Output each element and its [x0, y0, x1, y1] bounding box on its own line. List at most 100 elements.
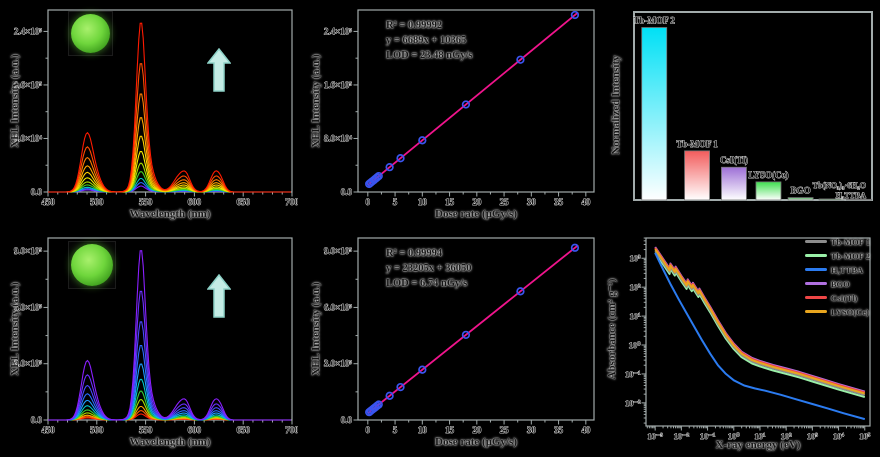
tick-label: 10³ — [629, 253, 641, 263]
attenuation-curve — [654, 252, 866, 421]
tick-label: 30 — [527, 425, 537, 435]
y-axis-label: XEL Intensity (a.u.) — [310, 282, 322, 376]
tick-label: 10⁻² — [625, 398, 641, 408]
sample-photo-inset — [68, 11, 113, 56]
data-point — [570, 243, 580, 252]
data-point — [461, 100, 471, 109]
panel-normalized-intensity-bars: Tb-MOF 2 Tb-MOF 1 CsI(Tl) LYSO(Ce) BGO Tb(NO₃… — [604, 2, 878, 226]
tick-label: 10² — [781, 431, 793, 441]
bar — [755, 181, 782, 201]
legend-label: BGO — [830, 278, 850, 289]
tick-label: 2.4×10⁵ — [14, 26, 42, 36]
sample-photo-inset — [68, 241, 116, 289]
green-luminescence-icon — [70, 13, 111, 54]
fit-r2: R² = 0.99994 — [386, 248, 443, 259]
legend-label: Tb-MOF 1 — [830, 236, 870, 247]
tick-label: 10 — [418, 197, 428, 207]
y-axis-label: Absorbance (cm² g⁻¹) — [606, 278, 618, 380]
tick-label: 10² — [629, 282, 641, 292]
legend-label: Tb-MOF 2 — [830, 250, 870, 261]
bar — [641, 27, 668, 201]
tick-label: 1.6×10⁵ — [324, 80, 352, 90]
tick-label: 0.0 — [31, 187, 43, 197]
legend-item: BGO — [804, 277, 870, 290]
tick-label: 30 — [527, 197, 537, 207]
legend-label: LYSO(Ce) — [830, 306, 869, 317]
tick-label: 10⁰ — [629, 340, 642, 350]
spectrum-curve — [48, 93, 291, 193]
green-luminescence-icon — [70, 243, 114, 287]
legend-item: Tb-MOF 2 — [804, 249, 870, 262]
tick-label: 15 — [445, 425, 455, 435]
tick-label: 500 — [90, 197, 104, 207]
tick-label: 35 — [554, 197, 564, 207]
legend-swatch-icon — [804, 268, 827, 271]
data-point — [516, 55, 525, 64]
spectrum-plot-2: 450 500 550 600 650 700 0.0 3.0×10⁵ 6.0×10⁵ 9.0×1… — [14, 237, 298, 435]
legend-label: CsI(Tl) — [830, 292, 858, 303]
bar — [818, 198, 845, 201]
data-point — [374, 171, 383, 181]
tick-label: 0 — [366, 425, 371, 435]
tick-label: 650 — [236, 197, 250, 207]
tick-label: 500 — [90, 425, 104, 435]
tick-label: 550 — [139, 425, 153, 435]
y-axis-label: XEL Intensity (a.u.) — [9, 54, 21, 148]
tick-label: 1.6×10⁵ — [14, 80, 42, 90]
legend-swatch-icon — [804, 240, 827, 243]
bar-label: H₃TTBA — [836, 191, 867, 200]
plot-frame — [645, 237, 871, 427]
legend-item: H₃TTBA — [804, 263, 870, 276]
spectrum-plot-1: 450 500 550 600 650 700 0.0 8.0×10⁴ 1.6×10⁵ 2.4×1… — [14, 9, 298, 207]
data-point — [374, 400, 383, 409]
tick-label: 15 — [445, 197, 455, 207]
spectrum-curve — [48, 290, 291, 421]
data-point — [516, 287, 525, 296]
data-point — [570, 10, 580, 20]
tick-label: 10⁻³ — [647, 431, 663, 441]
panel-xel-spectra-2: 450 500 550 600 650 700 0.0 3.0×10⁵ 6.0×10⁵ 9.0×1… — [2, 230, 298, 455]
x-axis-label: Wavelength (nm) — [129, 208, 211, 220]
spectrum-curve — [48, 63, 291, 193]
spectrum-curve — [48, 344, 291, 421]
panel-xray-attenuation: 10⁻³ 10⁻² 10⁻¹ 10⁰ 10¹ 10² 10³ 10⁴ 10⁵ 10³ 10² 10¹ 1… — [604, 230, 878, 457]
tick-label: 0.0 — [341, 187, 353, 197]
fit-annotation: R² = 0.99992 y = 6689x + 10365 LOD = 23.… — [386, 18, 473, 63]
dose-response-plot-2: 0 5 10 15 20 25 30 35 40 0.0 3.0×10⁵ 6.0×10⁵ 9.0×10⁵ — [324, 237, 595, 435]
tick-label: 0.0 — [341, 415, 353, 425]
fit-equation: y = 23205x + 36050 — [386, 263, 472, 274]
tick-label: 10⁰ — [728, 431, 741, 441]
tick-label: 9.0×10⁵ — [14, 246, 42, 256]
x-axis-label: Dose rate (μGy/s) — [435, 436, 517, 448]
data-point — [372, 173, 382, 182]
bar-label: Tb(NO₃)₃·6H₂O — [813, 181, 866, 190]
tick-label: 20 — [472, 197, 482, 207]
data-point — [396, 154, 405, 163]
data-point — [396, 382, 405, 392]
x-axis-label: X-ray energy (eV) — [715, 439, 801, 451]
tick-label: 3.0×10⁵ — [324, 359, 352, 369]
tick-label: 25 — [500, 197, 510, 207]
bar-label: LYSO(Ce) — [748, 170, 788, 180]
tick-label: 700 — [285, 197, 298, 207]
legend-swatch-icon — [804, 254, 827, 257]
tick-label: 450 — [41, 197, 55, 207]
tick-label: 600 — [188, 425, 202, 435]
dose-response-plot-1: 0 5 10 15 20 25 30 35 40 0.0 8.0×10⁴ 1.6×10⁵ 2.4×10⁵ — [324, 9, 595, 207]
data-point — [418, 365, 427, 374]
legend-item: CsI(Tl) — [804, 291, 870, 304]
spectrum-curve — [48, 22, 291, 193]
tick-label: 9.0×10⁵ — [324, 246, 352, 256]
bar-chart: Tb-MOF 2 Tb-MOF 1CsI(Tl)LYSO(Ce)BGOTb(NO₃… — [633, 11, 873, 201]
data-point — [418, 136, 427, 145]
tick-label: 6.0×10⁵ — [14, 302, 42, 312]
data-point — [461, 330, 471, 340]
plot-frame — [357, 237, 595, 421]
tick-label: 8.0×10⁴ — [14, 133, 42, 143]
fit-annotation: R² = 0.99994 y = 23205x + 36050 LOD = 6.… — [386, 246, 471, 291]
attenuation-curve — [654, 248, 866, 395]
bar-label: CsI(Tl) — [720, 155, 748, 165]
panel-xel-spectra-1: 450 500 550 600 650 700 0.0 8.0×10⁴ 1.6×10⁵ 2.4×1… — [2, 2, 298, 226]
bar — [684, 150, 710, 201]
